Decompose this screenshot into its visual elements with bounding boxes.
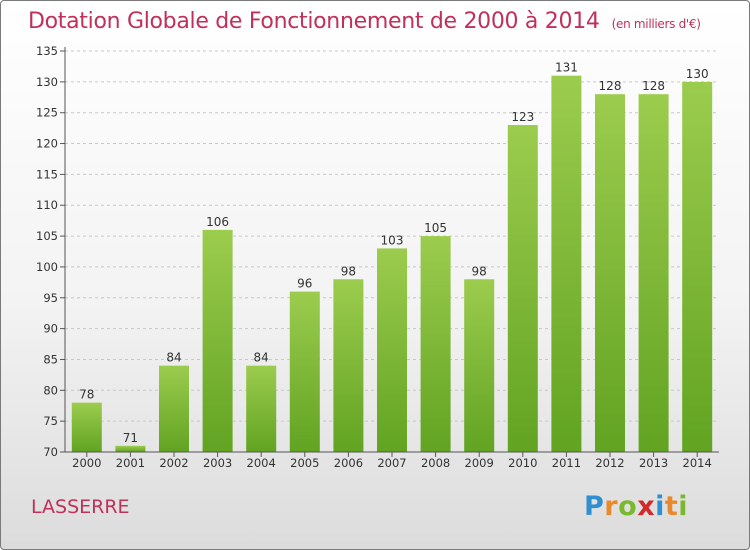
bar [420, 236, 451, 452]
y-tick-label: 80 [43, 383, 58, 397]
y-tick-label: 110 [36, 198, 58, 212]
bar-value-label: 98 [472, 264, 487, 278]
y-tick-label: 130 [36, 75, 58, 89]
bar-value-label: 96 [297, 277, 312, 291]
x-tick-label: 2010 [508, 456, 537, 470]
bar-value-label: 131 [555, 61, 578, 75]
logo-letter: o [618, 491, 638, 522]
bar [551, 75, 582, 452]
y-tick-label: 75 [43, 414, 58, 428]
x-tick-label: 2006 [334, 456, 363, 470]
x-tick-label: 2002 [159, 456, 188, 470]
logo-letter: t [664, 491, 679, 522]
y-tick-label: 100 [36, 260, 58, 274]
x-tick-label: 2014 [683, 456, 712, 470]
bar-value-label: 128 [599, 79, 622, 93]
bar-value-label: 98 [341, 264, 356, 278]
commune-name: LASSERRE [31, 496, 130, 518]
bar [115, 445, 146, 452]
y-tick-label: 105 [36, 229, 58, 243]
logo-letter: r [604, 491, 619, 522]
axes: 70 75 80 85 90 95 100 105 110 115 120 125 130 135 2000… [36, 44, 719, 470]
y-tick-label: 70 [43, 445, 58, 459]
x-tick-label: 2007 [377, 456, 406, 470]
bar [202, 229, 233, 452]
logo-letter: i [678, 491, 689, 522]
y-tick-label: 85 [43, 352, 58, 366]
bars: 78 71 84 106 84 96 98 103 105 98 123 131 128 128 130 [71, 61, 713, 453]
y-tick-label: 135 [36, 44, 58, 58]
x-tick-label: 2005 [290, 456, 319, 470]
x-tick-label: 2008 [421, 456, 450, 470]
y-tick-label: 115 [36, 167, 58, 181]
x-tick-label: 2011 [552, 456, 581, 470]
bar [377, 248, 407, 452]
bar [638, 94, 669, 452]
bar [159, 365, 189, 452]
title-text: Dotation Globale de Fonctionnement de 20… [28, 9, 600, 34]
bar [464, 279, 495, 452]
bar-value-label: 128 [642, 79, 665, 93]
bar [71, 402, 102, 452]
y-tick-label: 125 [36, 106, 58, 120]
bar-value-label: 84 [166, 351, 181, 365]
bar-value-label: 103 [381, 233, 404, 247]
bar [333, 279, 364, 452]
x-tick-label: 2009 [465, 456, 494, 470]
x-tick-label: 2003 [203, 456, 232, 470]
bar [507, 125, 538, 453]
x-tick-label: 2013 [639, 456, 668, 470]
logo-letter: x [637, 491, 656, 522]
bar-value-label: 84 [254, 351, 269, 365]
x-tick-label: 2004 [247, 456, 276, 470]
logo-letter: i [655, 491, 665, 522]
y-tick-label: 120 [36, 137, 58, 151]
chart-title: Dotation Globale de Fonctionnement de 20… [28, 9, 701, 34]
logo-letter: P [584, 491, 605, 522]
bar-value-label: 123 [511, 110, 534, 124]
x-tick-label: 2001 [116, 456, 145, 470]
bar [289, 291, 320, 452]
y-tick-label: 90 [43, 322, 58, 336]
x-tick-label: 2012 [595, 456, 624, 470]
proxiti-logo: Proxiti [584, 491, 688, 522]
bar-value-label: 78 [79, 388, 94, 402]
bar-value-label: 71 [123, 431, 138, 445]
y-tick-label: 95 [43, 291, 58, 305]
bar-value-label: 130 [686, 67, 709, 81]
x-tick-label: 2000 [72, 456, 101, 470]
bar [682, 81, 713, 452]
unit-label: (en milliers d'€) [611, 17, 701, 31]
bar-value-label: 105 [424, 221, 447, 235]
bar [595, 94, 625, 452]
bar [246, 365, 277, 452]
bar-value-label: 106 [206, 215, 229, 229]
